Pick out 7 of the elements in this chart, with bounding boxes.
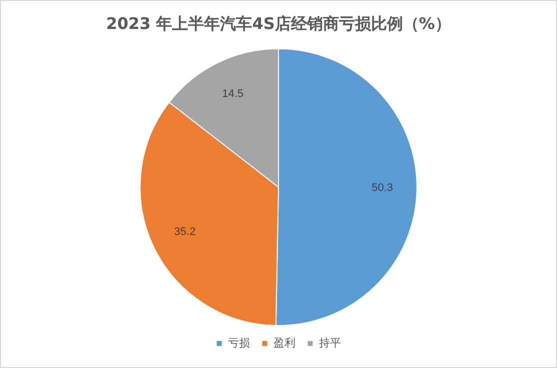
legend-label: 盈利: [273, 336, 296, 350]
chart-title: 2023 年上半年汽车4S店经销商亏损比例（%）: [106, 14, 451, 33]
legend-label: 亏损: [228, 336, 250, 350]
data-label: 50.3: [372, 182, 394, 194]
legend-label: 持平: [318, 336, 341, 350]
data-label: 14.5: [222, 88, 244, 100]
data-label: 35.2: [174, 226, 196, 238]
